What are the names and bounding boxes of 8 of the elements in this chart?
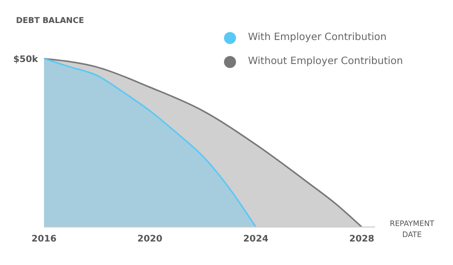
x-tick-label: 2024	[243, 234, 268, 244]
x-tick-label: 2028	[349, 234, 374, 244]
y-axis-title: DEBT BALANCE	[16, 16, 84, 25]
x-tick-label: 2020	[137, 234, 162, 244]
legend-label: With Employer Contribution	[248, 31, 387, 45]
x-tick-label: 2016	[31, 234, 57, 244]
annotation: $50k	[13, 54, 40, 65]
legend-label: Without Employer Contribution	[248, 55, 403, 69]
